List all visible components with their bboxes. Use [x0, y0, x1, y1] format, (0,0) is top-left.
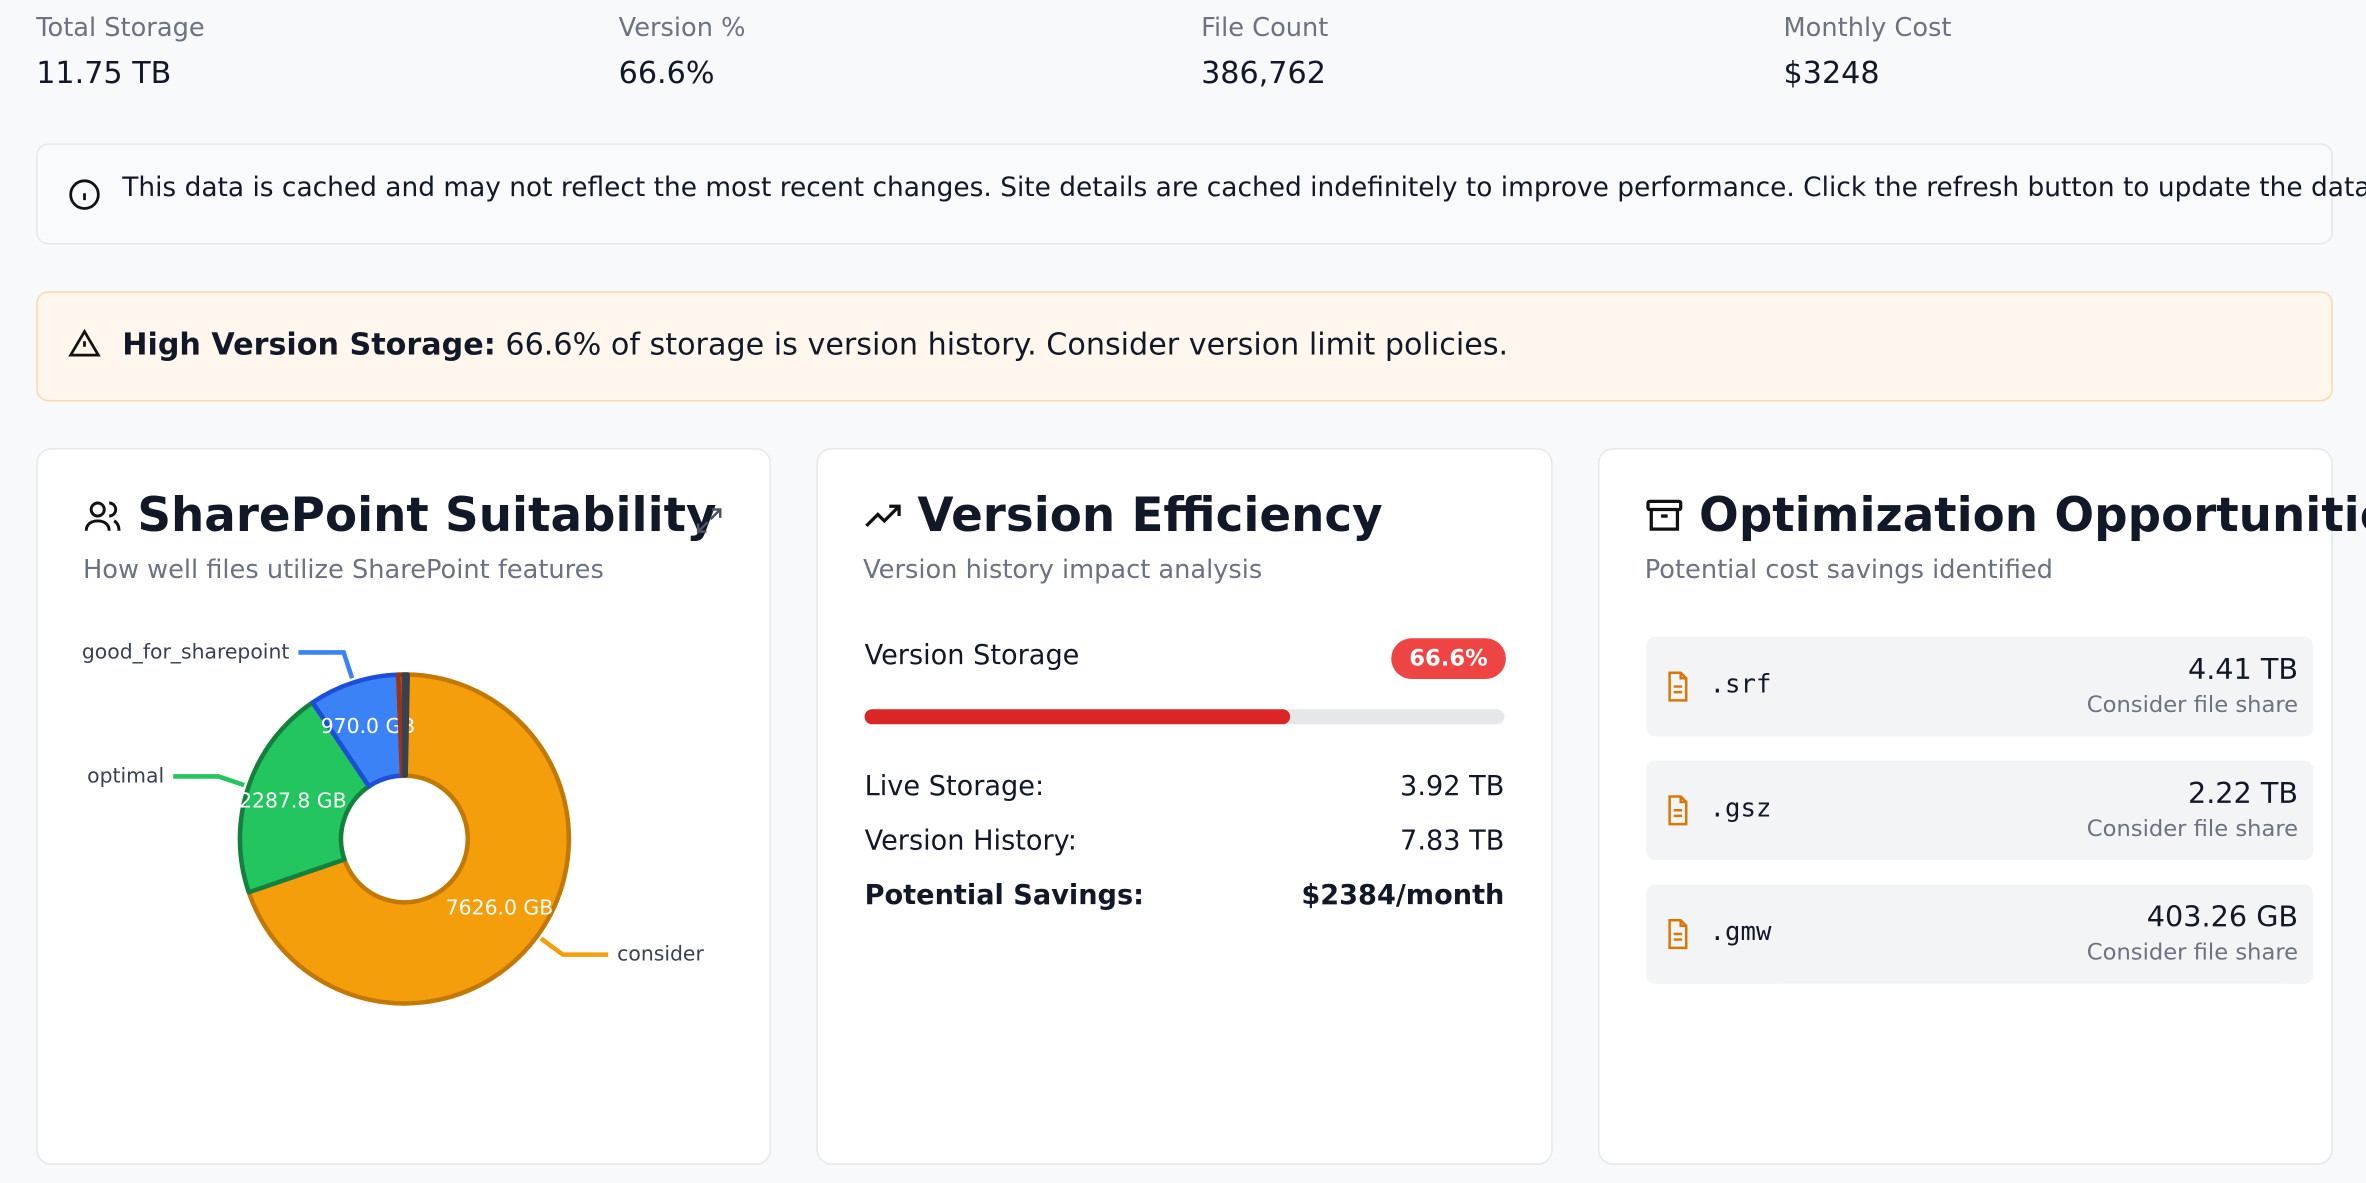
- slice-category-label: good_for_sharepoint: [82, 639, 289, 664]
- slice-value-label: 7626.0 GB: [446, 895, 553, 919]
- leader-line: [541, 939, 608, 955]
- donut-slice: [404, 674, 408, 775]
- slice-value-label: 2287.8 GB: [239, 788, 346, 812]
- leader-line: [173, 776, 244, 785]
- leader-line: [298, 652, 352, 678]
- slice-category-label: consider: [617, 942, 704, 966]
- slice-category-label: optimal: [87, 763, 164, 787]
